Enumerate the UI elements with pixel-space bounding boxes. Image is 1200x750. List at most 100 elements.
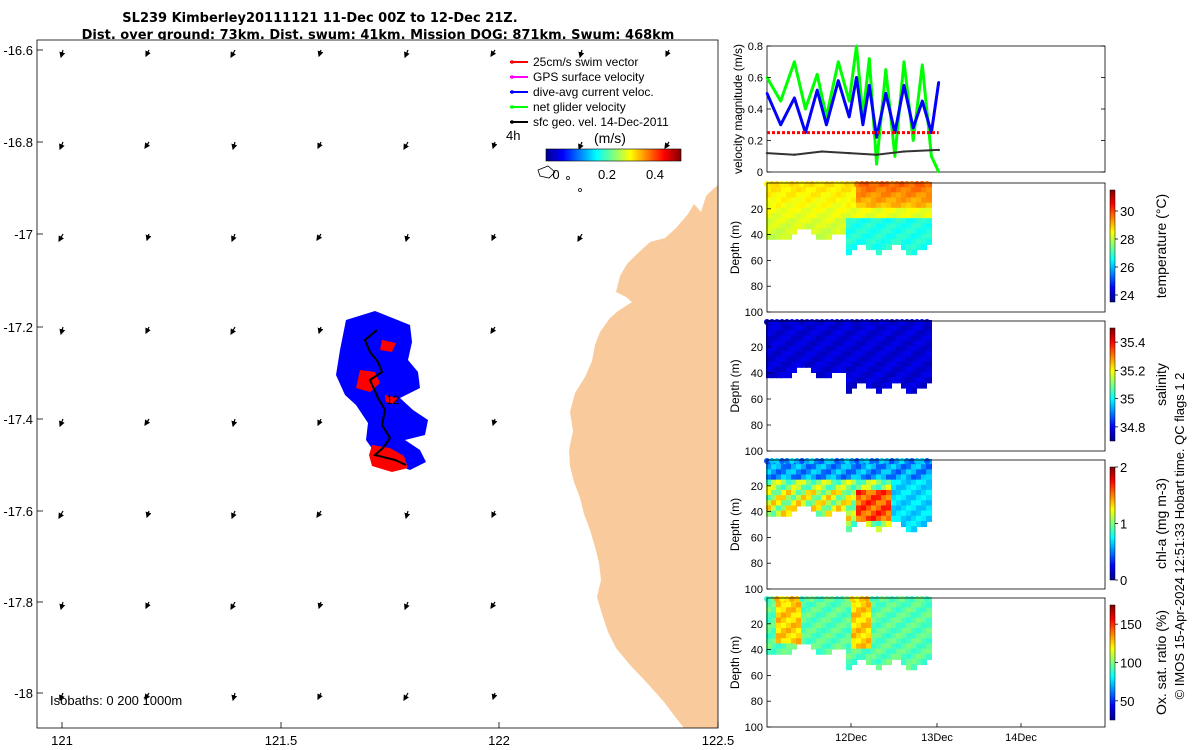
surface-sample: [924, 181, 930, 187]
section-cell: [871, 607, 877, 614]
surface-sample: [919, 596, 925, 602]
section-cell: [921, 464, 927, 471]
section-cell: [926, 474, 932, 481]
section-cell: [881, 633, 887, 640]
surface-sample: [824, 181, 830, 187]
section-cell: [781, 643, 787, 650]
section-cell: [891, 218, 897, 225]
section-cell: [786, 335, 792, 342]
section-cell: [826, 228, 832, 235]
section-cell: [821, 340, 827, 347]
section-cell: [906, 335, 912, 342]
cbar-tick-label: 24: [1120, 288, 1134, 303]
section-cell: [821, 223, 827, 230]
section-cell: [791, 607, 797, 614]
section-cell: [901, 653, 907, 660]
section-cell: [811, 218, 817, 225]
section-cell: [766, 469, 772, 476]
map-ytick-label: -17.6: [3, 504, 33, 519]
surface-sample: [909, 181, 915, 187]
cbar-tick-label: 35.2: [1120, 363, 1145, 378]
cbar-tick-label: 0: [1120, 573, 1127, 588]
section-cell: [781, 617, 787, 624]
section-cell: [911, 510, 917, 517]
section-cell: [886, 325, 892, 332]
section-cell: [796, 479, 802, 486]
section-cell: [896, 648, 902, 655]
section-cell: [901, 612, 907, 619]
sfc-velocity-arrow: [231, 233, 237, 243]
section-cell: [771, 207, 777, 214]
section-cell: [846, 607, 852, 614]
section-xtick-label: 14Dec: [1005, 732, 1037, 744]
section-cell: [771, 602, 777, 609]
section-cell: [786, 464, 792, 471]
section-cell: [766, 340, 772, 347]
section-cell: [916, 627, 922, 635]
section-cell: [826, 464, 832, 471]
section-cell: [846, 202, 852, 209]
section-cell: [921, 653, 927, 660]
section-cell: [886, 474, 892, 481]
section-cell: [776, 500, 782, 507]
section-cell: [901, 238, 907, 245]
sfc-velocity-arrow: [490, 601, 497, 609]
section-cell: [836, 335, 842, 342]
section-cell: [926, 479, 932, 486]
section-cell: [891, 212, 897, 220]
section-cell: [901, 648, 907, 655]
section-cell: [891, 361, 897, 368]
section-cell: [926, 372, 932, 379]
section-cell: [871, 218, 877, 225]
surface-sample: [854, 596, 860, 602]
section-cell: [911, 243, 917, 251]
section-cell: [876, 479, 882, 486]
section-cell: [816, 617, 822, 624]
section-cell: [871, 643, 877, 650]
section-cell: [906, 607, 912, 614]
section-cell: [906, 505, 912, 512]
section-cell: [891, 515, 897, 522]
section-cell: [921, 643, 927, 650]
section-cell: [886, 356, 892, 363]
section-cell: [841, 356, 847, 363]
section-cell: [821, 356, 827, 363]
section-cell: [856, 377, 862, 384]
section-cell: [881, 228, 887, 235]
section-cell: [886, 351, 892, 358]
section-cell: [851, 192, 857, 199]
section-cell: [836, 622, 842, 629]
section-cell: [866, 484, 872, 491]
section-cell: [856, 612, 862, 619]
section-cell: [851, 643, 857, 650]
section-ytick-label: 60: [751, 394, 763, 406]
section-cell: [896, 622, 902, 629]
section-cell: [896, 228, 902, 235]
section-cell: [881, 372, 887, 379]
section-cell: [916, 505, 922, 512]
section-cell: [816, 187, 822, 194]
section-cell: [766, 212, 772, 220]
section-cell: [926, 653, 932, 660]
section-cell: [906, 617, 912, 624]
sfc-velocity-arrow: [59, 418, 65, 428]
section-cell: [856, 207, 862, 214]
section-cell: [851, 243, 857, 251]
section-cell: [861, 366, 867, 373]
section-cell: [786, 638, 792, 645]
section-cell: [821, 197, 827, 204]
section-cell: [871, 464, 877, 471]
section-cell: [911, 233, 917, 240]
sfc-velocity-arrow: [145, 326, 151, 335]
section-cell: [926, 223, 932, 230]
section-cell: [861, 622, 867, 629]
section-ytick-label: 20: [751, 342, 763, 354]
surface-sample: [879, 181, 885, 187]
section-cell: [821, 648, 827, 655]
section-cell: [891, 372, 897, 379]
section-cell: [866, 520, 872, 528]
section-cell: [881, 187, 887, 194]
section-cell: [911, 223, 917, 230]
section-cell: [896, 218, 902, 225]
section-cell: [771, 372, 777, 379]
